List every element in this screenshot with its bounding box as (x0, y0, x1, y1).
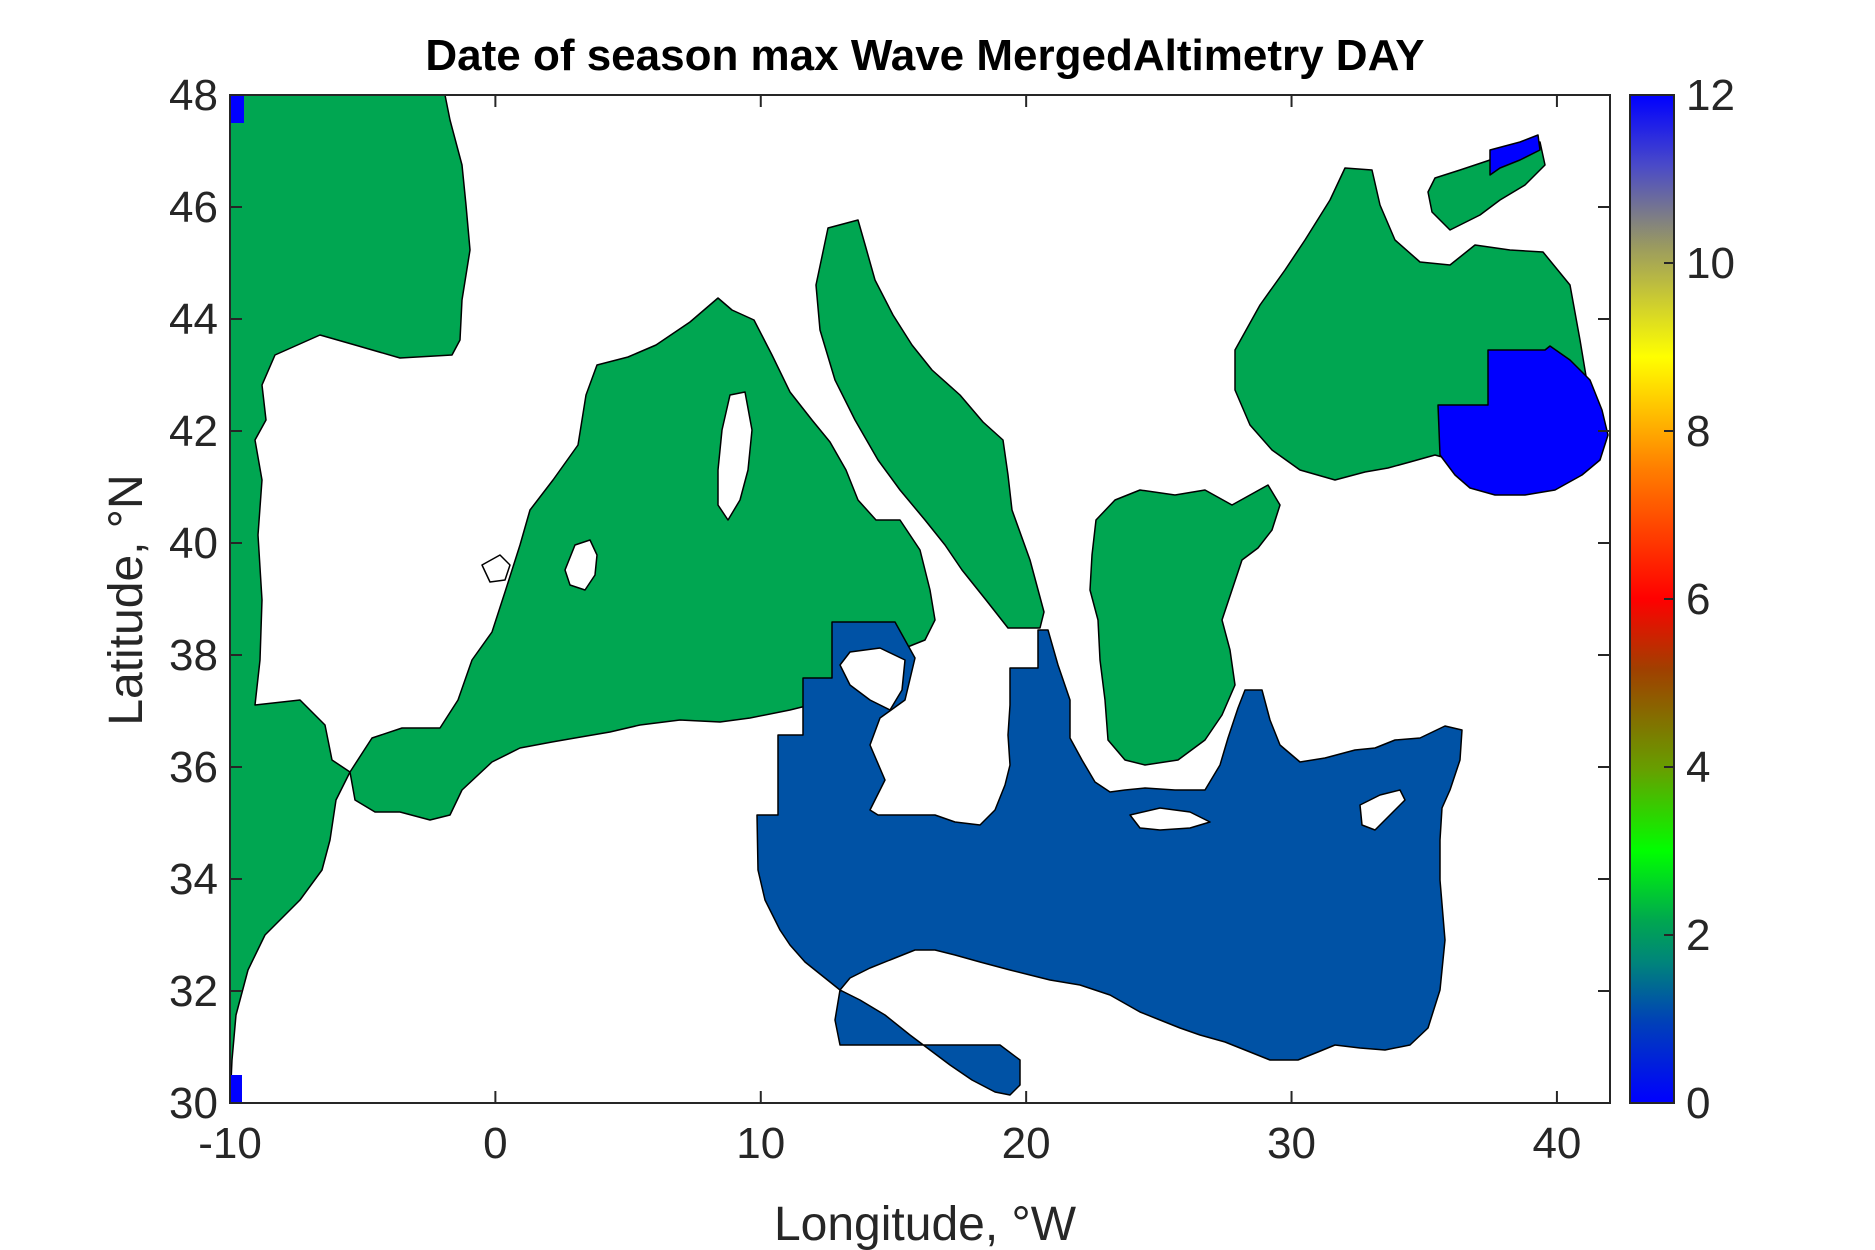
x-axis-label: Longitude, °W (774, 1198, 1077, 1250)
y-axis: 30 32 34 36 38 40 42 44 46 48 (169, 71, 1610, 1128)
chart-title: Date of season max Wave MergedAltimetry … (425, 31, 1424, 80)
y-tick-label: 36 (169, 743, 218, 792)
y-tick-label: 30 (169, 1079, 218, 1128)
island-corsica (717, 391, 753, 521)
map-area (230, 95, 1609, 1103)
y-tick-label: 34 (169, 855, 218, 904)
sea-adriatic (815, 219, 1045, 629)
island-cyprus (1359, 789, 1406, 831)
sea-ionian-levantine (756, 621, 1463, 1096)
cell-corner-nw (230, 95, 244, 123)
x-tick-label: 0 (483, 1119, 507, 1168)
colorbar-tick-label: 12 (1686, 71, 1735, 120)
sea-west-med (349, 297, 936, 821)
island-sardinia (564, 539, 598, 591)
y-tick-label: 48 (169, 71, 218, 120)
sea-azov-ne (1489, 134, 1541, 176)
y-tick-label: 44 (169, 295, 218, 344)
x-tick-label: 40 (1532, 1119, 1581, 1168)
cell-corner-sw (230, 1075, 242, 1103)
x-tick-label: 10 (736, 1119, 785, 1168)
colorbar-tick-label: 0 (1686, 1079, 1710, 1128)
colorbar-ticks: 0 2 4 6 8 10 12 (1664, 71, 1735, 1128)
sea-black-east (1437, 345, 1609, 496)
y-tick-label: 46 (169, 183, 218, 232)
colorbar-tick-label: 6 (1686, 575, 1710, 624)
y-tick-label: 32 (169, 967, 218, 1016)
sea-atlantic (230, 95, 471, 1103)
x-tick-label: -10 (198, 1119, 262, 1168)
colorbar-tick-label: 4 (1686, 743, 1710, 792)
x-tick-label: 30 (1267, 1119, 1316, 1168)
y-tick-label: 42 (169, 407, 218, 456)
y-tick-label: 40 (169, 519, 218, 568)
colorbar-tick-label: 10 (1686, 239, 1735, 288)
island-crete (1129, 807, 1211, 831)
island-mallorca (481, 554, 511, 583)
y-tick-label: 38 (169, 631, 218, 680)
plot-frame (229, 94, 1611, 1104)
x-tick-label: 20 (1002, 1119, 1051, 1168)
y-axis-label: Latitude, °N (100, 474, 153, 725)
sea-aegean (1089, 484, 1281, 766)
colorbar-tick-label: 2 (1686, 911, 1710, 960)
island-sicily (839, 647, 906, 711)
x-axis: -10 0 10 20 30 40 (198, 95, 1581, 1168)
colorbar-tick-label: 8 (1686, 407, 1710, 456)
